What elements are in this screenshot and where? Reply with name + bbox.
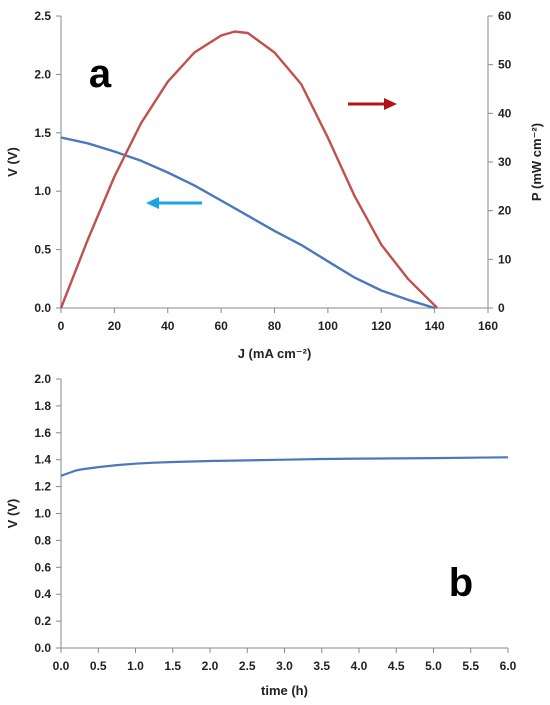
- x-tick-label: 0.5: [90, 659, 107, 673]
- x-tick-label: 2.0: [202, 659, 219, 673]
- x-tick-label: 0.0: [53, 659, 70, 673]
- panel-label-a: a: [89, 52, 112, 96]
- arrow-left-icon: [146, 197, 159, 209]
- x-tick-label: 100: [318, 319, 338, 333]
- y-tick-label: 1.5: [34, 126, 51, 140]
- voltage-vs-time-series: [60, 456, 509, 477]
- y2-tick-label: 50: [498, 58, 512, 72]
- x-tick-label: 2.5: [239, 659, 256, 673]
- x-tick-label: 1.0: [127, 659, 144, 673]
- x-tick-label: 80: [268, 319, 282, 333]
- y-tick-label: 0.4: [34, 587, 51, 601]
- y-tick-label: 1.2: [34, 480, 51, 494]
- y-axis-title: V (V): [5, 499, 20, 529]
- y2-tick-label: 60: [498, 9, 512, 23]
- x-tick-label: 3.5: [313, 659, 330, 673]
- y-tick-label: 0.5: [34, 243, 51, 257]
- panel-b-chart: 0.0 0.5 1.0 1.5 2.0 2.5 3.0 3.5 4.0 4.5 5.0 5.5 6.0 0…: [5, 372, 517, 698]
- y2-tick-label: 40: [498, 106, 512, 120]
- x-tick-label: 1.5: [164, 659, 181, 673]
- y-tick-label: 0.0: [34, 641, 51, 655]
- x-tick-label: 60: [214, 319, 228, 333]
- y-tick-label: 1.4: [34, 453, 51, 467]
- x-axis-title: J (mA cm⁻²): [238, 346, 312, 361]
- power-density-series: [59, 30, 439, 309]
- x-axis-title: time (h): [261, 683, 308, 698]
- y-tick-label: 0.2: [34, 614, 51, 628]
- x-tick-label: 6.0: [500, 659, 517, 673]
- y2-tick-label: 20: [498, 204, 512, 218]
- y2-tick-label: 30: [498, 155, 512, 169]
- y-axis-title: V (V): [5, 147, 20, 177]
- y-tick-label: 1.0: [34, 184, 51, 198]
- y-tick-label: 2.0: [34, 372, 51, 386]
- panel-a-chart: 0 20 40 60 80 100 120 140 160 0.0 0.5 1.0 1.5 2.0 2.5 0…: [5, 9, 544, 361]
- y-tick-label: 1.6: [34, 426, 51, 440]
- x-tick-label: 3.0: [276, 659, 293, 673]
- x-tick-label: 5.0: [425, 659, 442, 673]
- y2-axis-title: P (mW cm⁻²): [529, 123, 544, 201]
- y2-tick-label: 0: [498, 301, 505, 315]
- voltage-series: [60, 136, 435, 310]
- x-tick-label: 160: [478, 319, 498, 333]
- y-tick-label: 0.6: [34, 560, 51, 574]
- x-tick-label: 120: [371, 319, 391, 333]
- x-tick-label: 20: [108, 319, 122, 333]
- y-tick-label: 2.0: [34, 67, 51, 81]
- y2-tick-label: 10: [498, 252, 512, 266]
- y-tick-label: 1.0: [34, 507, 51, 521]
- arrow-right-icon: [384, 98, 397, 110]
- y-tick-label: 0.8: [34, 533, 51, 547]
- x-tick-label: 0: [58, 319, 65, 333]
- x-tick-label: 4.5: [388, 659, 405, 673]
- y-tick-label: 2.5: [34, 9, 51, 23]
- x-tick-label: 4.0: [351, 659, 368, 673]
- y-tick-label: 0.0: [34, 301, 51, 315]
- x-tick-label: 40: [161, 319, 175, 333]
- x-tick-label: 5.5: [462, 659, 479, 673]
- y-tick-label: 1.8: [34, 399, 51, 413]
- x-tick-label: 140: [425, 319, 445, 333]
- panel-label-b: b: [449, 561, 473, 605]
